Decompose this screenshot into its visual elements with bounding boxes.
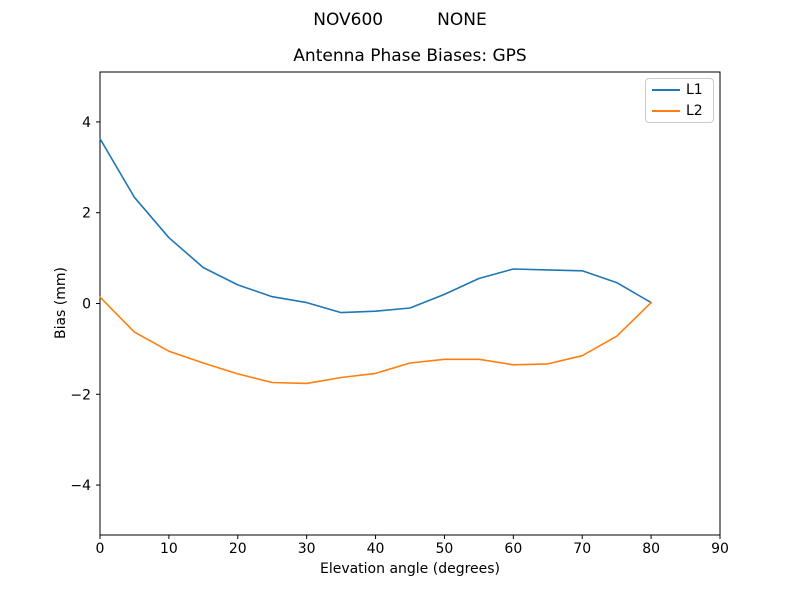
x-tick-label: 0	[96, 541, 105, 557]
legend-label-l2: L2	[686, 103, 703, 119]
x-axis-ticks: 0 10 20 30 40 50 60 70 80 90	[96, 535, 729, 557]
x-axis-label: Elevation angle (degrees)	[319, 561, 501, 577]
legend-item-l2: L2	[652, 104, 713, 118]
y-axis-label: Bias (mm)	[53, 266, 69, 340]
y-tick-label: 4	[82, 115, 91, 131]
x-tick-label: 20	[229, 541, 247, 557]
y-tick-label: 2	[82, 206, 91, 222]
x-tick-label: 60	[504, 541, 522, 557]
l2-line-swatch	[652, 110, 680, 112]
x-tick-label: 30	[298, 541, 316, 557]
x-tick-label: 50	[436, 541, 454, 557]
legend-label-l1: L1	[686, 82, 703, 98]
figure-suptitle: NOV600 NONE	[313, 10, 487, 30]
plot-area	[99, 71, 721, 536]
y-tick-label: −2	[70, 387, 91, 403]
y-axis-ticks: −4 −2 0 2 4	[70, 115, 100, 494]
l1-line-swatch	[652, 89, 680, 91]
series-lines	[99, 137, 652, 385]
series-line-l1	[99, 137, 652, 314]
legend: L1 L2	[645, 78, 714, 123]
x-tick-label: 40	[367, 541, 385, 557]
legend-item-l1: L1	[652, 83, 713, 97]
chart-title: Antenna Phase Biases: GPS	[293, 46, 527, 66]
y-tick-label: −4	[70, 478, 91, 494]
x-tick-label: 80	[642, 541, 660, 557]
series-line-l2	[99, 296, 652, 385]
x-tick-label: 70	[573, 541, 591, 557]
x-tick-label: 90	[711, 541, 729, 557]
y-tick-label: 0	[82, 297, 91, 313]
x-tick-label: 10	[160, 541, 178, 557]
